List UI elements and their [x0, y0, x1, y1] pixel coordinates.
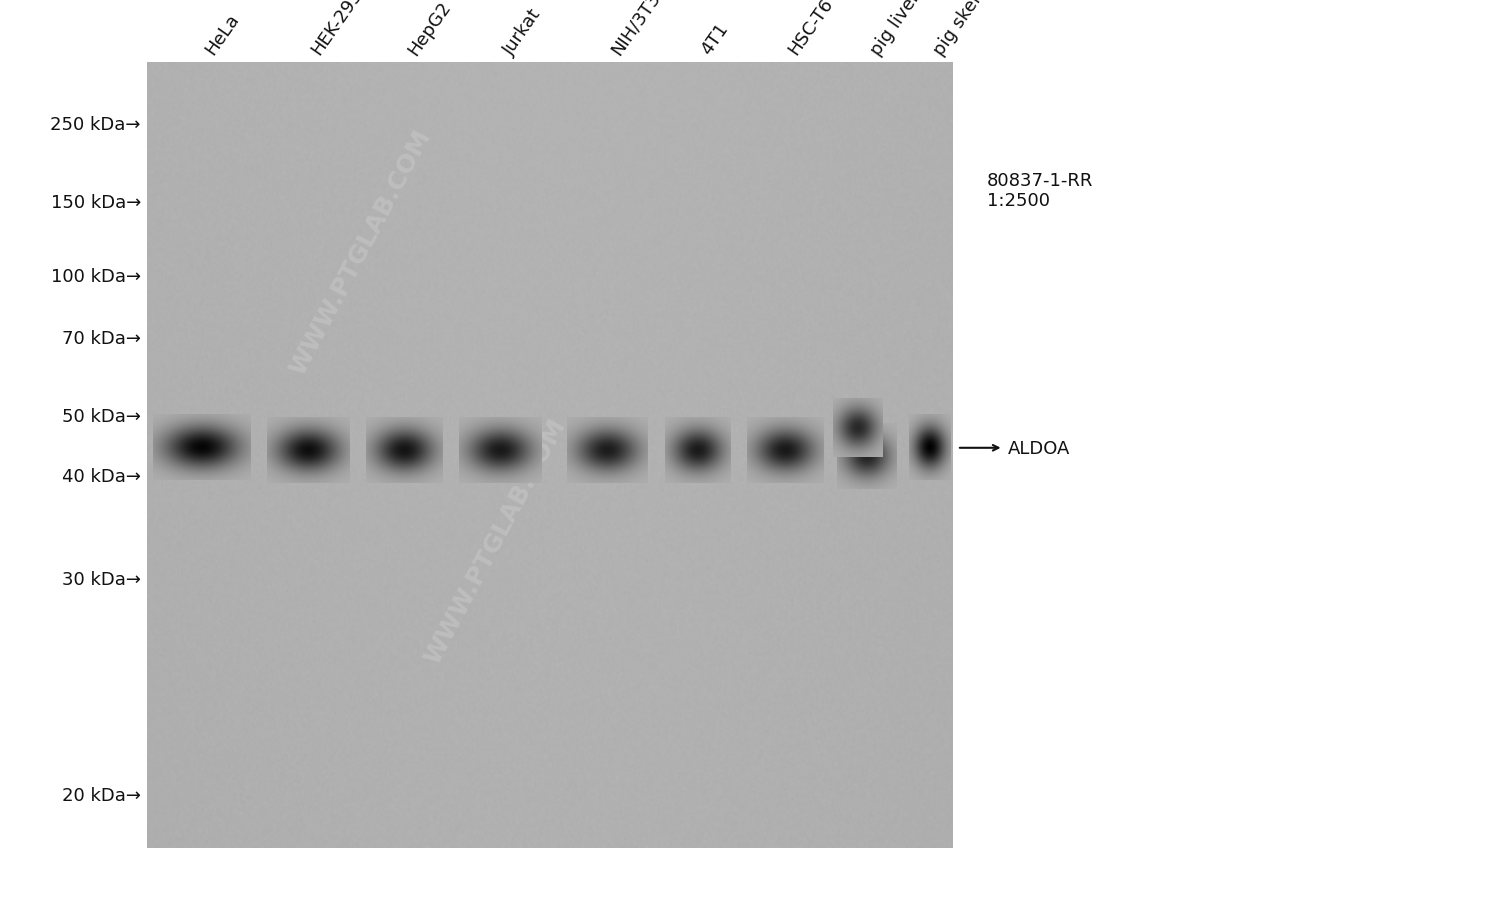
Text: WWW.PTGLAB.COM: WWW.PTGLAB.COM: [420, 415, 570, 667]
Text: HEK-293: HEK-293: [309, 0, 366, 59]
Text: HSC-T6: HSC-T6: [786, 0, 837, 59]
Text: HeLa: HeLa: [201, 11, 243, 59]
Text: Jurkat: Jurkat: [500, 5, 544, 59]
Text: pig skeletal muscle: pig skeletal muscle: [930, 0, 1044, 59]
Text: 40 kDa→: 40 kDa→: [62, 467, 141, 485]
Text: 20 kDa→: 20 kDa→: [62, 787, 141, 805]
Text: 80837-1-RR
1:2500: 80837-1-RR 1:2500: [987, 171, 1094, 210]
Text: ALDOA: ALDOA: [1008, 439, 1071, 457]
Text: NIH/3T3: NIH/3T3: [608, 0, 664, 59]
Text: 250 kDa→: 250 kDa→: [51, 115, 141, 133]
Text: WWW.PTGLAB.COM: WWW.PTGLAB.COM: [285, 126, 435, 379]
Text: 30 kDa→: 30 kDa→: [62, 570, 141, 588]
Text: 150 kDa→: 150 kDa→: [51, 194, 141, 212]
Text: HepG2: HepG2: [404, 0, 454, 59]
Text: 100 kDa→: 100 kDa→: [51, 268, 141, 286]
Text: 50 kDa→: 50 kDa→: [62, 408, 141, 426]
Text: 70 kDa→: 70 kDa→: [62, 329, 141, 347]
Text: pig liver: pig liver: [867, 0, 924, 59]
Text: 4T1: 4T1: [698, 21, 732, 59]
